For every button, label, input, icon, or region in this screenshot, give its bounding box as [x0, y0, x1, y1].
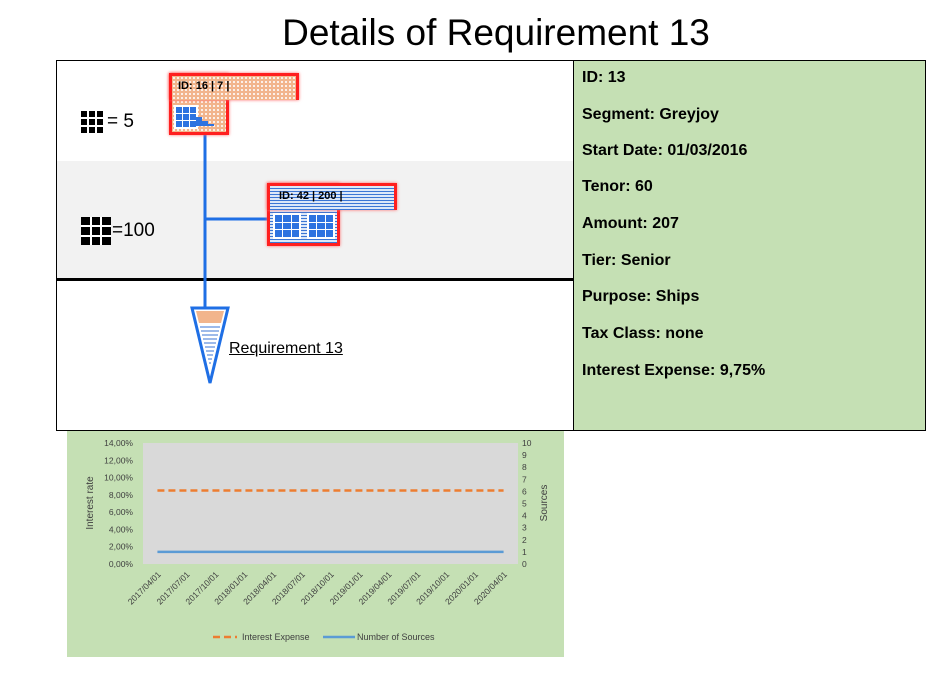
y2-tick-label: 7	[522, 474, 527, 484]
y-tick-label: 4,00%	[109, 524, 134, 534]
y2-tick-label: 6	[522, 486, 527, 496]
y2-tick-label: 10	[522, 438, 532, 448]
y-tick-label: 12,00%	[104, 455, 133, 465]
grid-unit-icon	[81, 217, 111, 245]
y-axis-label: Interest rate	[85, 476, 96, 530]
y-tick-label: 14,00%	[104, 438, 133, 448]
node-cell-grid	[273, 213, 301, 239]
source-node-16-header[interactable]: ID: 16 | 7 |	[169, 73, 299, 100]
y-tick-label: 6,00%	[109, 507, 134, 517]
y2-tick-label: 2	[522, 535, 527, 545]
legend-large-unit: =100	[81, 217, 155, 245]
y2-tick-label: 3	[522, 523, 527, 533]
info-start-date: Start Date: 01/03/2016	[582, 142, 748, 159]
node-label: ID: 42 | 200 |	[279, 190, 343, 202]
funnel-stripes	[200, 326, 220, 364]
grid-unit-icon	[81, 111, 103, 133]
y2-tick-label: 5	[522, 499, 527, 509]
info-segment: Segment: Greyjoy	[582, 106, 719, 123]
y2-tick-label: 1	[522, 547, 527, 557]
allocation-diagram: = 5 =100 ID: 16 | 7 | ID: 42 | 200 | Req…	[56, 60, 574, 431]
interest-chart: 0,00% 2,00% 4,00% 6,00% 8,00% 10,00% 12,00% 14,…	[67, 431, 564, 657]
y-tick-label: 10,00%	[104, 473, 133, 483]
legend-label-interest: Interest Expense	[242, 632, 310, 642]
info-amount: Amount: 207	[582, 215, 679, 232]
legend-small-unit: = 5	[81, 111, 134, 133]
connector-lines	[190, 131, 271, 384]
plot-area	[143, 443, 518, 564]
chart-legend: Interest Expense Number of Sources	[213, 632, 435, 642]
info-tier: Tier: Senior	[582, 252, 671, 269]
info-tax-class: Tax Class: none	[582, 325, 704, 342]
y2-tick-label: 4	[522, 511, 527, 521]
requirement-info-panel: ID: 13 Segment: Greyjoy Start Date: 01/0…	[573, 60, 926, 431]
legend-large-text: =100	[112, 220, 155, 241]
info-id: ID: 13	[582, 69, 626, 86]
info-purpose: Purpose: Ships	[582, 288, 700, 305]
interest-chart-svg: 0,00% 2,00% 4,00% 6,00% 8,00% 10,00% 12,00% 14,…	[85, 438, 550, 642]
y-tick-label: 2,00%	[109, 542, 134, 552]
info-tenor: Tenor: 60	[582, 178, 653, 195]
info-interest-expense: Interest Expense: 9,75%	[582, 362, 766, 379]
y2-tick-label: 9	[522, 450, 527, 460]
node-cell-grid	[307, 213, 335, 239]
legend-label-sources: Number of Sources	[357, 632, 435, 642]
legend-small-text: = 5	[107, 111, 134, 132]
y2-tick-label: 8	[522, 462, 527, 472]
y2-tick-label: 0	[522, 559, 527, 569]
partial-fill-icon	[196, 117, 214, 126]
funnel-fill-top	[196, 311, 224, 323]
page-title: Details of Requirement 13	[282, 12, 710, 53]
node-label: ID: 16 | 7 |	[178, 80, 230, 92]
y-tick-label: 8,00%	[109, 490, 134, 500]
node-cell-grid	[174, 105, 198, 129]
tier-separator	[57, 278, 573, 281]
source-node-42-header[interactable]: ID: 42 | 200 |	[267, 183, 397, 210]
y-tick-label: 0,00%	[109, 559, 134, 569]
requirement-link[interactable]: Requirement 13	[229, 340, 343, 357]
y2-axis-label: Sources	[539, 485, 550, 522]
